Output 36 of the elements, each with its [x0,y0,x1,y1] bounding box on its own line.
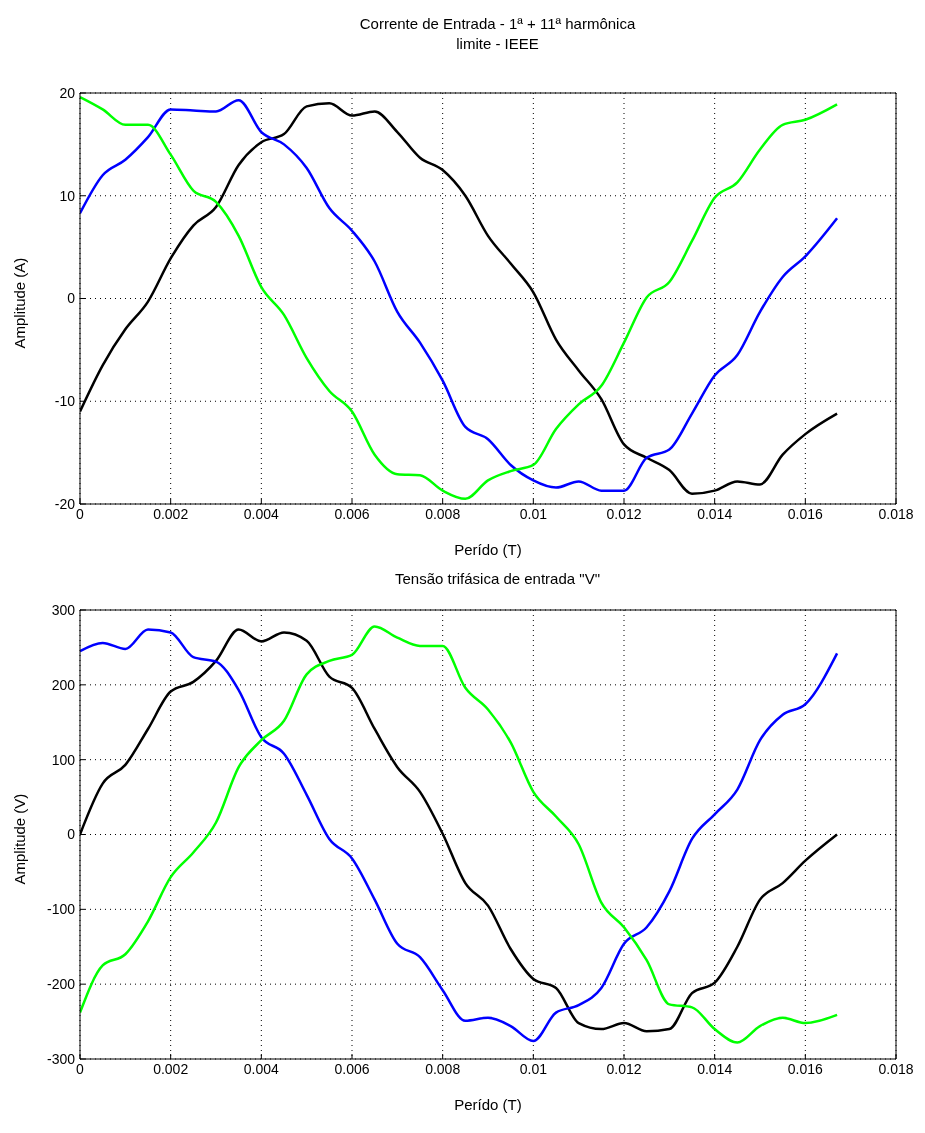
chart-title: Corrente de Entrada - 1ª + 11ª harmônica limite - IEEE [358,14,637,54]
x-tick-label: 0.012 [606,1060,642,1077]
x-tick-label: 0.006 [334,505,370,522]
y-tick-label: 0 [67,290,76,307]
y-tick-label: 20 [59,84,76,101]
x-tick-label: 0.002 [153,505,189,522]
x-tick-label: 0.012 [606,505,642,522]
y-tick-label: -10 [54,393,76,410]
y-tick-label: 0 [67,826,76,843]
x-tick-label: 0.01 [519,505,548,522]
x-tick-label: 0.016 [787,1060,824,1077]
x-tick-label: 0.018 [878,1060,914,1077]
x-axis-title: Perído (T) [454,1096,522,1113]
x-tick-label: 0.008 [425,1060,461,1077]
y-tick-label: -100 [46,901,76,918]
x-tick-label: 0.016 [787,505,824,522]
x-tick-label: 0.002 [153,1060,189,1077]
y-tick-label: -200 [46,976,76,993]
x-axis-title: Perído (T) [454,541,522,558]
x-tick-label: 0.006 [334,1060,370,1077]
y-tick-label: 10 [59,187,76,204]
x-tick-label: 0.004 [243,505,280,522]
x-tick-label: 0.014 [697,505,733,522]
chart-title: Tensão trifásica de entrada "V" [394,569,601,589]
x-tick-label: 0.014 [697,1060,733,1077]
y-tick-label: -300 [46,1050,76,1067]
y-tick-label: -20 [54,495,76,512]
x-tick-label: 0.004 [243,1060,280,1077]
x-tick-label: 0.01 [519,1060,548,1077]
x-tick-label: 0.008 [425,505,461,522]
y-axis-title: Amplitude (A) [11,257,29,349]
y-tick-label: 200 [51,676,76,693]
y-tick-label: 100 [51,751,76,768]
x-tick-label: 0.018 [878,505,914,522]
y-tick-label: 300 [51,601,76,618]
y-axis-title: Amplitude (V) [11,793,29,885]
